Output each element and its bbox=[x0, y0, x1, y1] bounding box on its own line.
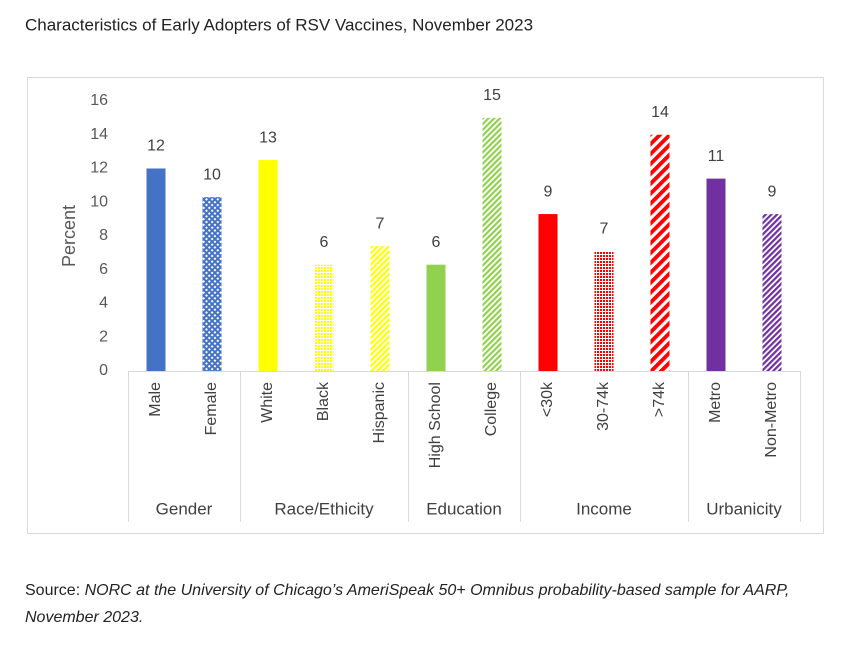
bar bbox=[202, 197, 222, 371]
source: Source: NORC at the University of Chicag… bbox=[25, 577, 820, 631]
group-label: Race/Ethicity bbox=[274, 499, 374, 518]
value-label: 14 bbox=[651, 104, 669, 121]
x-tick-label: Non-Metro bbox=[763, 382, 780, 458]
bar bbox=[370, 246, 390, 371]
x-tick-label: Metro bbox=[707, 382, 724, 423]
y-tick-label: 0 bbox=[99, 362, 108, 379]
value-label: 7 bbox=[376, 215, 385, 232]
bar bbox=[258, 160, 278, 371]
y-tick-label: 14 bbox=[90, 126, 108, 143]
group-label: Income bbox=[576, 499, 632, 518]
x-tick-label: High School bbox=[427, 382, 444, 468]
value-label: 6 bbox=[320, 234, 329, 251]
bar bbox=[594, 251, 614, 371]
value-label: 9 bbox=[544, 183, 553, 200]
bar bbox=[314, 264, 334, 371]
group-label: Urbanicity bbox=[706, 499, 782, 518]
y-tick-label: 12 bbox=[90, 160, 108, 177]
y-tick-label: 10 bbox=[90, 193, 108, 210]
bar bbox=[706, 178, 726, 371]
value-label: 15 bbox=[483, 87, 501, 104]
x-tick-label: Female bbox=[203, 382, 220, 435]
value-label: 13 bbox=[259, 129, 277, 146]
y-tick-label: 6 bbox=[99, 261, 108, 278]
source-text: NORC at the University of Chicago’s Amer… bbox=[25, 582, 790, 626]
bar bbox=[762, 214, 782, 371]
bar bbox=[538, 214, 558, 371]
y-tick-label: 4 bbox=[99, 295, 108, 312]
bar bbox=[146, 168, 166, 371]
bar bbox=[650, 134, 670, 371]
source-label: Source: bbox=[25, 582, 81, 599]
group-label: Education bbox=[426, 499, 502, 518]
chart-frame bbox=[27, 77, 824, 534]
x-tick-label: White bbox=[259, 382, 276, 423]
value-label: 9 bbox=[768, 183, 777, 200]
value-label: 6 bbox=[432, 234, 441, 251]
x-tick-label: Hispanic bbox=[371, 382, 388, 443]
bar bbox=[426, 264, 446, 371]
chart-title: Characteristics of Early Adopters of RSV… bbox=[25, 15, 533, 34]
bar bbox=[482, 117, 502, 371]
chart: Characteristics of Early Adopters of RSV… bbox=[25, 15, 824, 534]
x-tick-label: Black bbox=[315, 381, 332, 421]
value-label: 11 bbox=[708, 148, 725, 165]
x-tick-label: >74k bbox=[651, 381, 668, 417]
y-tick-label: 2 bbox=[99, 328, 108, 345]
y-tick-label: 16 bbox=[90, 92, 108, 109]
group-label: Gender bbox=[156, 499, 213, 518]
y-tick-label: 8 bbox=[99, 227, 108, 244]
y-axis-label: Percent bbox=[59, 205, 79, 267]
value-label: 12 bbox=[147, 138, 165, 155]
x-tick-label: 30-74k bbox=[595, 381, 612, 431]
x-tick-label: <30k bbox=[539, 381, 556, 417]
x-tick-label: College bbox=[483, 382, 500, 436]
x-tick-label: Male bbox=[147, 382, 164, 417]
value-label: 7 bbox=[600, 220, 609, 237]
value-label: 10 bbox=[203, 166, 221, 183]
